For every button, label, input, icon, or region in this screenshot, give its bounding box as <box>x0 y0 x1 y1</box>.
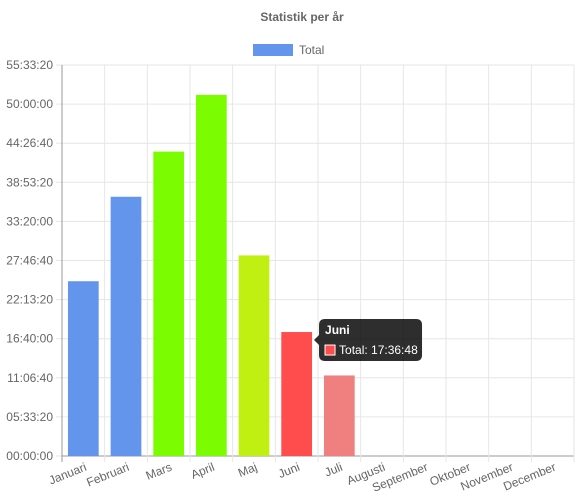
bar-juli[interactable] <box>323 375 355 456</box>
y-tick-label: 05:33:20 <box>6 410 53 424</box>
y-tick-label: 33:20:00 <box>6 214 53 228</box>
x-tick-label: Maj <box>236 460 259 480</box>
tooltip-box <box>314 319 423 362</box>
y-axis-ticks: 00:00:00 05:33:20 11:06:40 16:40:00 22:13:20… <box>6 58 53 463</box>
y-tick-label: 27:46:40 <box>6 254 53 268</box>
y-tick-label: 16:40:00 <box>6 332 53 346</box>
x-tick-label: Februari <box>84 460 131 490</box>
grid <box>56 64 575 462</box>
x-tick-label: Juni <box>276 460 302 481</box>
tooltip-title: Juni <box>325 323 350 337</box>
bar-juni[interactable] <box>281 332 313 456</box>
bar-april[interactable] <box>195 94 227 456</box>
legend-label: Total <box>299 43 324 57</box>
y-tick-label: 50:00:00 <box>6 97 53 111</box>
bar-mars[interactable] <box>153 151 185 456</box>
y-tick-label: 38:53:20 <box>6 175 53 189</box>
bar-februari[interactable] <box>110 196 142 456</box>
legend[interactable]: Total <box>253 43 324 57</box>
x-tick-label: Januari <box>47 460 89 488</box>
bar-januari[interactable] <box>67 281 99 456</box>
x-tick-label: Mars <box>144 460 174 483</box>
y-tick-label: 00:00:00 <box>6 449 53 463</box>
x-tick-label: Juli <box>323 460 345 480</box>
x-tick-label: April <box>189 460 217 482</box>
y-tick-label: 55:33:20 <box>6 58 53 72</box>
chart-title: Statistik per år <box>260 10 344 24</box>
y-tick-label: 44:26:40 <box>6 136 53 150</box>
bars[interactable] <box>67 94 355 456</box>
tooltip-swatch <box>324 344 336 356</box>
tooltip-body: Total: 17:36:48 <box>339 343 418 357</box>
legend-swatch <box>253 44 293 56</box>
y-tick-label: 11:06:40 <box>7 371 53 385</box>
bar-maj[interactable] <box>238 255 270 456</box>
tooltip: Juni Total: 17:36:48 <box>314 319 423 362</box>
y-tick-label: 22:13:20 <box>6 293 53 307</box>
